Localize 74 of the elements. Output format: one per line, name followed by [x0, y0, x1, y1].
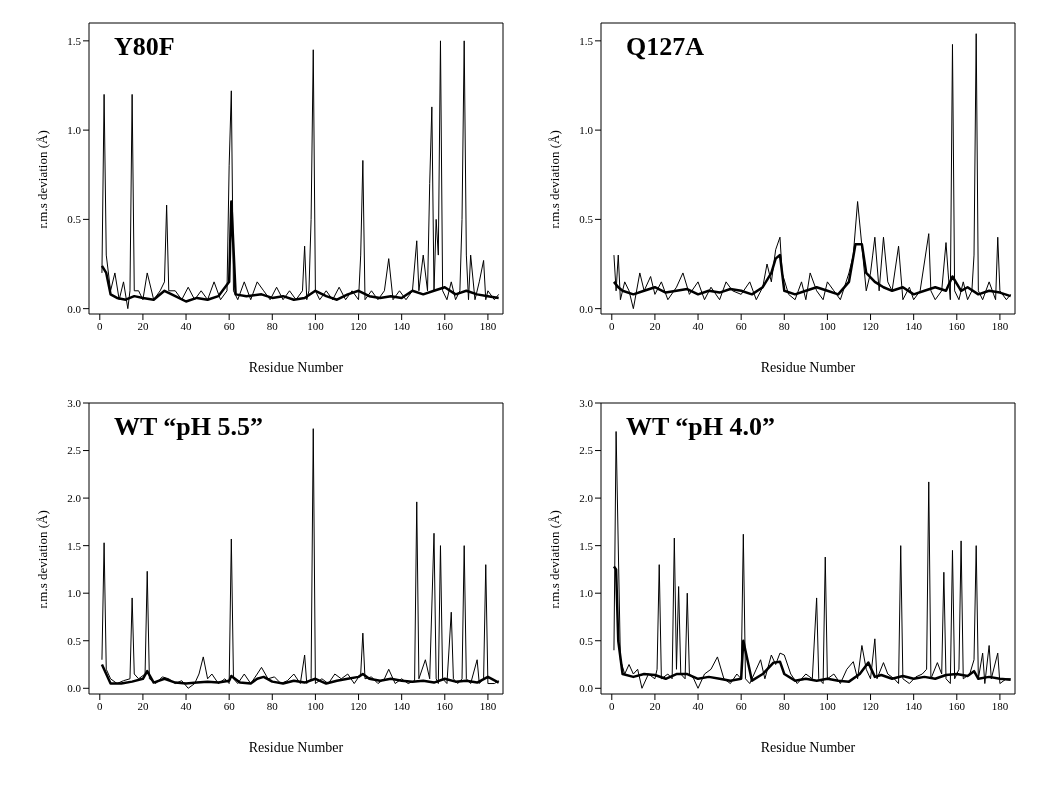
y-tick-label: 0.5	[579, 213, 594, 226]
y-axis-title: r.m.s deviation (Å)	[546, 130, 562, 229]
x-tick-label: 140	[393, 319, 411, 332]
x-tick-label: 180	[991, 319, 1009, 332]
x-tick-label: 0	[609, 699, 616, 712]
y-tick-label: 1.0	[579, 587, 594, 600]
x-tick-label: 20	[137, 319, 149, 332]
x-tick-label: 160	[948, 319, 966, 332]
y-tick-label: 1.5	[67, 34, 82, 47]
y-tick-label: 1.0	[67, 587, 82, 600]
x-tick-label: 140	[393, 699, 411, 712]
x-tick-label: 140	[905, 319, 923, 332]
x-tick-label: 20	[649, 699, 661, 712]
x-axis-title: Residue Number	[760, 740, 856, 755]
x-axis-title: Residue Number	[760, 360, 856, 375]
x-tick-label: 160	[948, 699, 966, 712]
x-tick-label: 160	[436, 699, 454, 712]
y-tick-label: 0.5	[67, 634, 82, 647]
y-tick-label: 0.5	[579, 634, 594, 647]
y-tick-label: 1.0	[579, 124, 594, 137]
x-tick-label: 0	[97, 319, 104, 332]
y-axis-title: r.m.s deviation (Å)	[546, 510, 562, 609]
y-tick-label: 1.5	[579, 539, 594, 552]
y-tick-label: 2.5	[579, 444, 594, 457]
x-tick-label: 100	[307, 699, 325, 712]
x-tick-label: 140	[905, 699, 923, 712]
x-tick-label: 40	[180, 319, 193, 332]
y-tick-label: 1.5	[579, 34, 594, 47]
x-tick-label: 60	[735, 699, 748, 712]
y-axis-title: r.m.s deviation (Å)	[34, 510, 50, 609]
chart-title: WT “pH 5.5”	[114, 412, 264, 442]
y-tick-label: 0.0	[67, 302, 82, 315]
x-tick-label: 0	[97, 699, 104, 712]
x-tick-label: 60	[223, 319, 236, 332]
x-tick-label: 20	[649, 319, 661, 332]
x-tick-label: 180	[991, 699, 1009, 712]
y-tick-label: 2.0	[67, 492, 82, 504]
y-tick-label: 2.0	[579, 492, 594, 504]
chart-title: Y80F	[114, 32, 175, 62]
x-tick-label: 120	[350, 699, 368, 712]
x-tick-label: 180	[479, 319, 497, 332]
x-tick-label: 40	[180, 699, 193, 712]
x-tick-label: 60	[223, 699, 236, 712]
chart-title: Q127A	[626, 32, 704, 62]
x-tick-label: 100	[819, 319, 837, 332]
x-tick-label: 160	[436, 319, 454, 332]
x-axis-title: Residue Number	[248, 740, 344, 755]
y-axis-title: r.m.s deviation (Å)	[34, 130, 50, 229]
y-tick-label: 0.5	[67, 213, 82, 226]
y-tick-label: 3.0	[67, 396, 82, 409]
x-tick-label: 60	[735, 319, 748, 332]
y-tick-label: 2.5	[67, 444, 82, 457]
x-tick-label: 80	[266, 319, 279, 332]
x-axis-title: Residue Number	[248, 360, 344, 375]
y-tick-label: 1.5	[67, 539, 82, 552]
x-tick-label: 100	[819, 699, 837, 712]
chart-title: WT “pH 4.0”	[626, 412, 776, 442]
y-tick-label: 0.0	[579, 302, 594, 315]
x-tick-label: 120	[862, 319, 880, 332]
y-tick-label: 0.0	[579, 682, 594, 695]
y-tick-label: 1.0	[67, 124, 82, 137]
y-tick-label: 0.0	[67, 682, 82, 695]
x-tick-label: 80	[266, 699, 279, 712]
x-tick-label: 120	[350, 319, 368, 332]
x-tick-label: 40	[692, 319, 705, 332]
x-tick-label: 180	[479, 699, 497, 712]
x-tick-label: 40	[692, 699, 705, 712]
x-tick-label: 120	[862, 699, 880, 712]
x-tick-label: 80	[778, 319, 791, 332]
x-tick-label: 0	[609, 319, 616, 332]
x-tick-label: 20	[137, 699, 149, 712]
x-tick-label: 80	[778, 699, 791, 712]
x-tick-label: 100	[307, 319, 325, 332]
y-tick-label: 3.0	[579, 396, 594, 409]
